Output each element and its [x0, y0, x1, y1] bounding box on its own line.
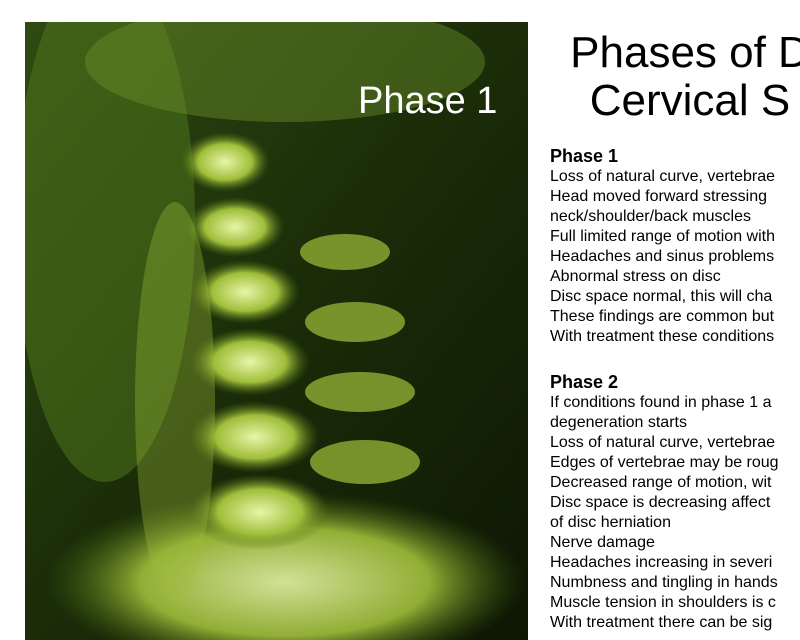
section-line: Headaches increasing in severi [550, 554, 773, 571]
title-line: Phases of D [570, 28, 800, 77]
section-line: degeneration starts [550, 414, 687, 431]
section-line: These findings are common but [550, 308, 775, 325]
section-heading: Phase 2 [550, 372, 619, 392]
section-line: neck/shoulder/back muscles [550, 208, 751, 225]
section-line: Nerve damage [550, 534, 655, 551]
section-line: If conditions found in phase 1 a [550, 394, 772, 411]
title-line: Cervical S [589, 76, 791, 125]
section-line: Disc space normal, this will cha [550, 288, 773, 305]
section-line: Disc space is decreasing affect [550, 494, 771, 511]
section-line: Full limited range of motion with [550, 228, 775, 245]
section-line: Numbness and tingling in hands [550, 574, 778, 591]
section-line: Abnormal stress on disc [550, 268, 721, 285]
section-line: of disc herniation [550, 514, 671, 531]
section-line: Headaches and sinus problems [550, 248, 775, 265]
section-line: Loss of natural curve, vertebrae [550, 434, 776, 451]
xray-image [25, 22, 528, 640]
section-line: Muscle tension in shoulders is c [550, 594, 776, 611]
section-line: Edges of vertebrae may be roug [550, 454, 779, 471]
section-line: Decreased range of motion, wit [550, 474, 772, 491]
image-label: Phase 1 [358, 80, 498, 122]
section-heading: Phase 1 [550, 146, 619, 166]
section-line: With treatment there can be sig [550, 614, 773, 631]
section-line: Head moved forward stressing [550, 188, 767, 205]
section-line: With treatment these conditions [550, 328, 775, 345]
section-line: Loss of natural curve, vertebrae [550, 168, 776, 185]
